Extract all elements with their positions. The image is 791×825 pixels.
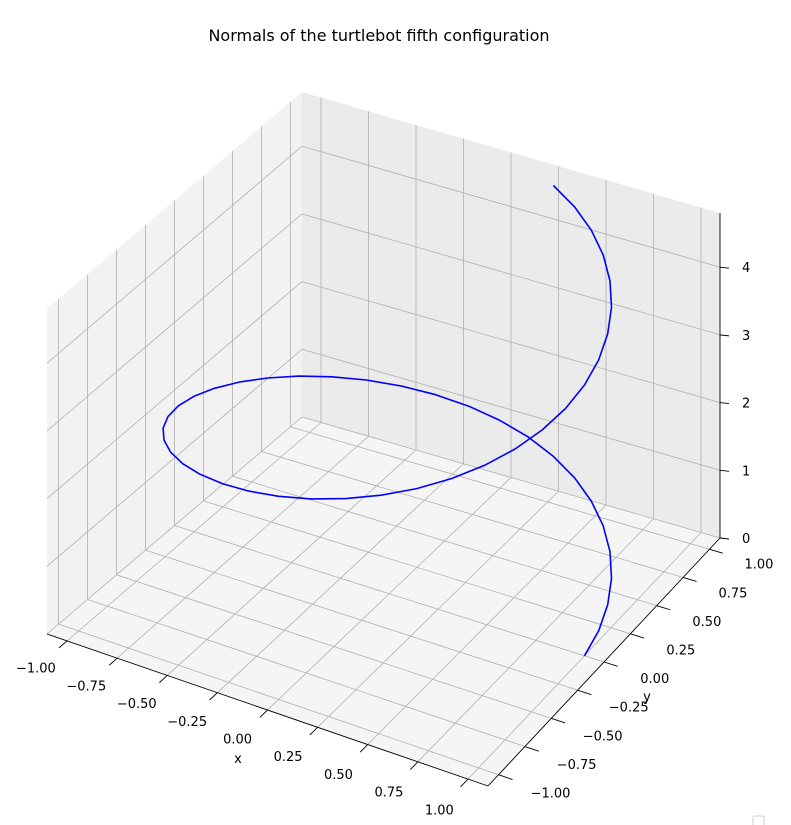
floor-pane	[47, 417, 720, 786]
grid-line-z-left	[46, 145, 303, 364]
grid-line-y-floor	[261, 451, 684, 578]
grid-line-y-floor	[174, 525, 605, 663]
grid-line-z-back	[301, 213, 721, 336]
z-tick	[719, 537, 730, 540]
legend-box	[752, 815, 765, 825]
grid-line-y-floor	[145, 549, 578, 691]
x-tick-label: 0.75	[374, 786, 403, 801]
x-tick-label: 0.50	[324, 768, 353, 783]
y-tick-label: −0.75	[557, 758, 597, 773]
tick-labels: −1.00 −0.75 −0.50 −0.25 0.00 0.25 0.50 0.75 1.00…	[16, 261, 773, 818]
axes-panes	[47, 92, 720, 786]
z-tick-label: 0	[742, 532, 750, 547]
grid-line-z-left	[46, 281, 303, 499]
y-tick	[709, 548, 723, 554]
x-tick-label: −0.50	[117, 697, 157, 712]
x-tick	[209, 692, 218, 701]
x-tick	[159, 675, 168, 683]
y-tick-label: 1.00	[745, 558, 774, 573]
grid-line-y-floor	[116, 574, 552, 719]
z-tick	[719, 469, 730, 472]
x-tick	[410, 761, 419, 770]
y-tick	[524, 746, 539, 752]
y-tick-label: 0.00	[640, 672, 669, 687]
grid-line-z-back	[301, 145, 721, 268]
grid-line-y-floor	[290, 426, 710, 550]
y-tick-label: 0.75	[718, 586, 747, 601]
grid-line-z-back	[301, 416, 721, 539]
y-tick	[577, 689, 592, 696]
z-tick-label: 3	[742, 329, 750, 344]
x-tick-label: 1.00	[425, 803, 454, 818]
y-tick-label: −1.00	[531, 787, 571, 802]
x-tick	[58, 640, 68, 649]
x-tick	[259, 709, 268, 718]
x-tick	[359, 744, 369, 753]
z-tick	[719, 334, 730, 337]
series-line	[162, 184, 613, 657]
z-tick	[719, 402, 730, 405]
y-tick	[656, 605, 671, 611]
x-tick	[309, 726, 318, 736]
z-tick-label: 2	[742, 397, 750, 412]
y-tick	[498, 774, 513, 780]
chart-title: Normals of the turtlebot fifth configura…	[208, 26, 549, 45]
series-layer	[162, 184, 613, 657]
grid-line-z-back	[301, 281, 721, 403]
x-tick-label: −0.75	[66, 679, 106, 694]
y-tick	[603, 661, 618, 667]
x-tick	[108, 657, 118, 666]
grid-line-z-left	[46, 348, 303, 567]
x-axis-label: x	[234, 752, 242, 767]
z-tick-label: 1	[742, 464, 750, 479]
y-axis-label: y	[643, 690, 651, 705]
y-tick	[682, 577, 697, 582]
z-tick	[719, 266, 730, 269]
tick-marks	[58, 266, 730, 788]
y-tick-label: −0.50	[583, 729, 623, 744]
y-tick-label: 0.25	[666, 644, 695, 659]
z-tick-label: 4	[742, 261, 750, 276]
grid-line-y-floor	[203, 500, 631, 635]
grid-line-y-floor	[87, 599, 526, 747]
grid-lines	[46, 97, 721, 780]
x-tick-label: −0.25	[167, 715, 207, 730]
grid-line-z-back	[301, 348, 721, 471]
grid-line-y-floor	[58, 623, 499, 776]
x-tick-label: −1.00	[16, 662, 56, 677]
y-tick-label: 0.50	[692, 615, 721, 630]
x-tick-label: 0.00	[223, 733, 252, 748]
x-tick-label: 0.25	[274, 750, 303, 765]
y-tick-label: −0.25	[609, 701, 649, 716]
grid-line-z-left	[46, 213, 303, 432]
y-tick	[551, 717, 566, 724]
y-tick	[630, 633, 645, 639]
x-tick	[460, 778, 469, 788]
grid-line-z-left	[46, 416, 303, 635]
